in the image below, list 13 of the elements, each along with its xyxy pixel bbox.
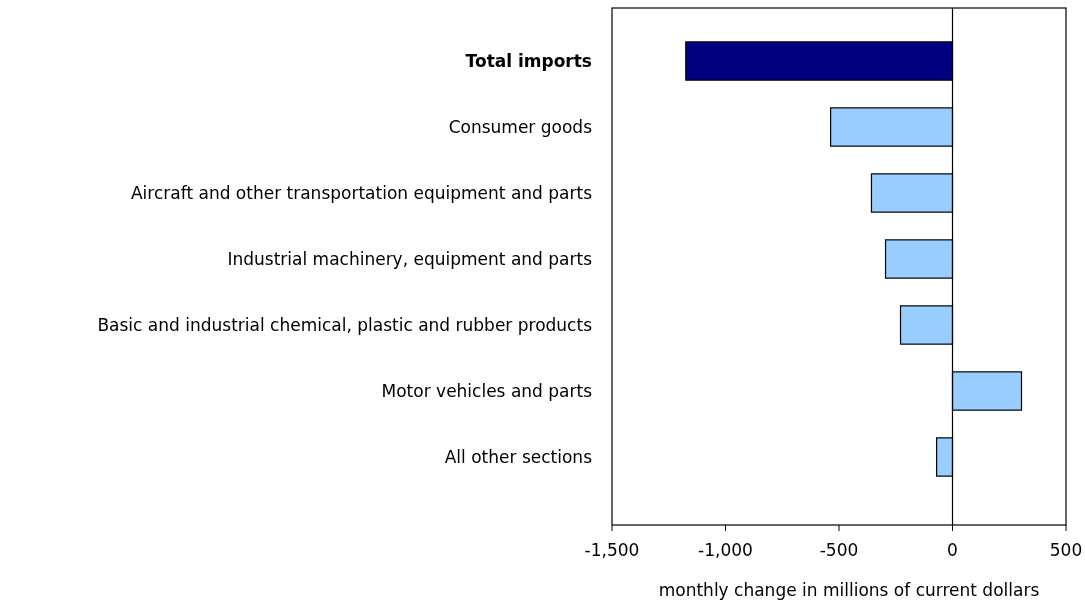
x-tick-label: -500 [819,540,859,560]
y-tick-label: All other sections [444,446,593,467]
y-tick-label: Consumer goods [448,116,593,137]
y-tick-label: Motor vehicles and parts [381,380,593,401]
x-axis-title: monthly change in millions of current dollars [658,580,1040,600]
y-tick-label: Industrial machinery, equipment and parts [227,248,593,269]
y-tick-label: Basic and industrial chemical, plastic and rubber products [97,314,593,335]
y-tick-label: Aircraft and other transportation equipment and parts [130,182,593,203]
x-tick-label: -1,000 [698,540,753,560]
x-tick-label: 500 [1049,540,1083,560]
x-tick-label: 0 [947,540,958,560]
x-tick-label: -1,500 [584,540,640,560]
y-tick-label: Total imports [465,50,592,71]
